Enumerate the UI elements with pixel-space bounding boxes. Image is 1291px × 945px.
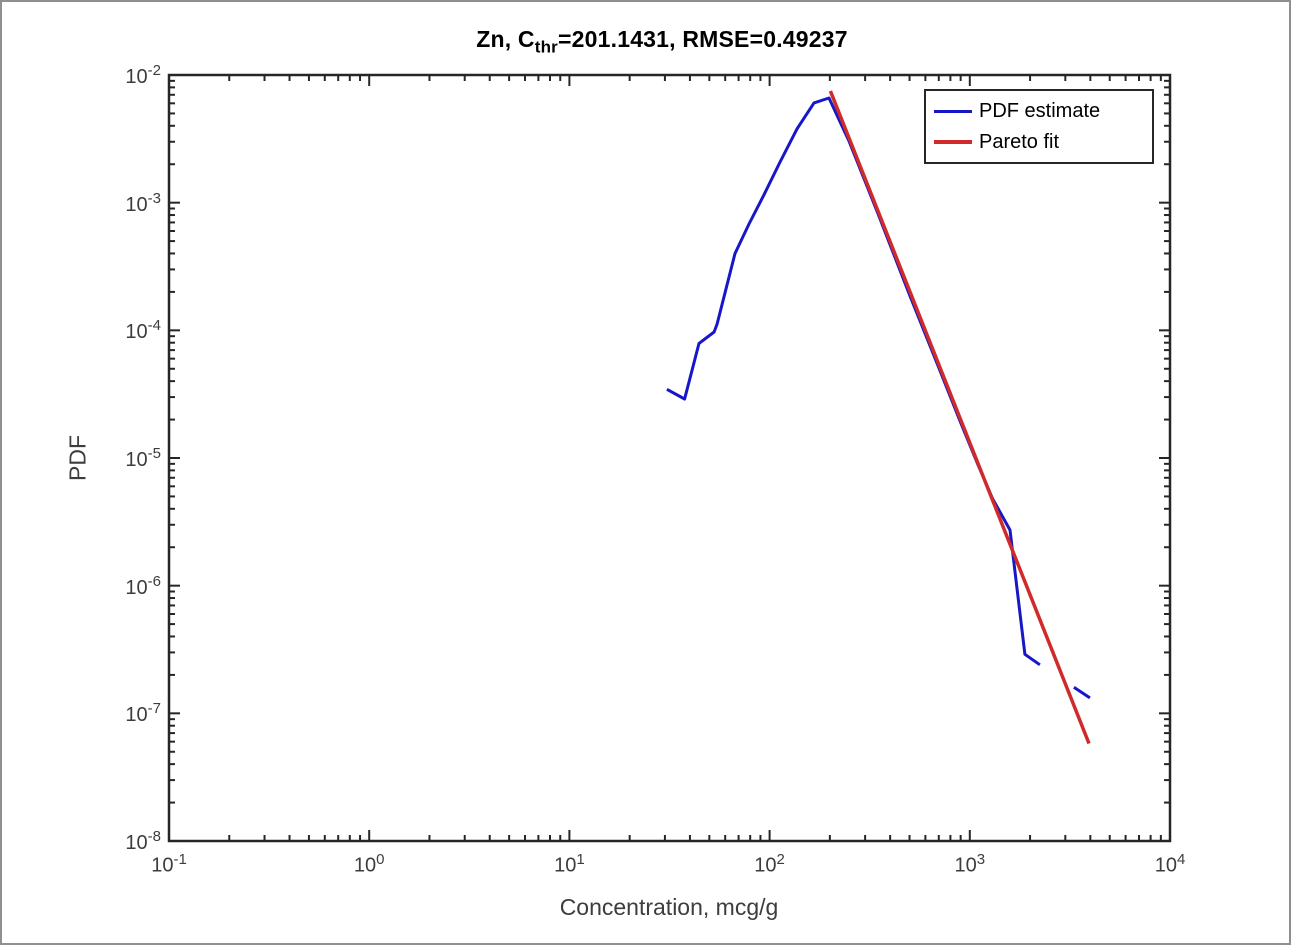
y-tick-label: 10-6 xyxy=(125,572,161,599)
title-subscript: thr xyxy=(534,37,558,57)
y-tick-label: 10-3 xyxy=(125,189,161,216)
legend: PDF estimate Pareto fit xyxy=(924,89,1154,164)
legend-item-pareto-fit: Pareto fit xyxy=(934,132,1152,152)
title-prefix: Zn, C xyxy=(476,26,535,52)
y-tick-label: 10-7 xyxy=(125,700,161,727)
series-pdf-estimate xyxy=(666,96,1091,700)
legend-blue-line-icon xyxy=(934,109,972,113)
x-tick-label: 101 xyxy=(554,851,585,877)
legend-item-pdf-estimate: PDF estimate xyxy=(934,101,1152,121)
x-tick-label: 10-1 xyxy=(151,851,187,877)
legend-label-pdf-estimate: PDF estimate xyxy=(979,100,1101,123)
series-pareto-fit xyxy=(828,90,1091,745)
legend-red-line-icon xyxy=(934,139,972,144)
axes-box xyxy=(167,73,1172,843)
legend-label-pareto-fit: Pareto fit xyxy=(979,130,1060,153)
plot-title: Zn, Cthr=201.1431, RMSE=0.49237 xyxy=(476,26,848,58)
y-tick-label: 10-2 xyxy=(125,62,161,88)
x-tick-label: 103 xyxy=(954,851,986,877)
x-tick-label: 102 xyxy=(754,851,785,877)
y-tick-label: 10-8 xyxy=(125,828,161,854)
title-suffix: =201.1431, RMSE=0.49237 xyxy=(558,26,848,52)
y-tick-label: 10-5 xyxy=(125,445,161,471)
x-tick-label: 100 xyxy=(353,851,385,877)
x-tick-label: 104 xyxy=(1154,851,1186,877)
y-tick-label: 10-4 xyxy=(125,317,161,344)
x-axis-label: Concentration, mcg/g xyxy=(559,894,779,920)
y-axis-label: PDF xyxy=(64,435,91,481)
